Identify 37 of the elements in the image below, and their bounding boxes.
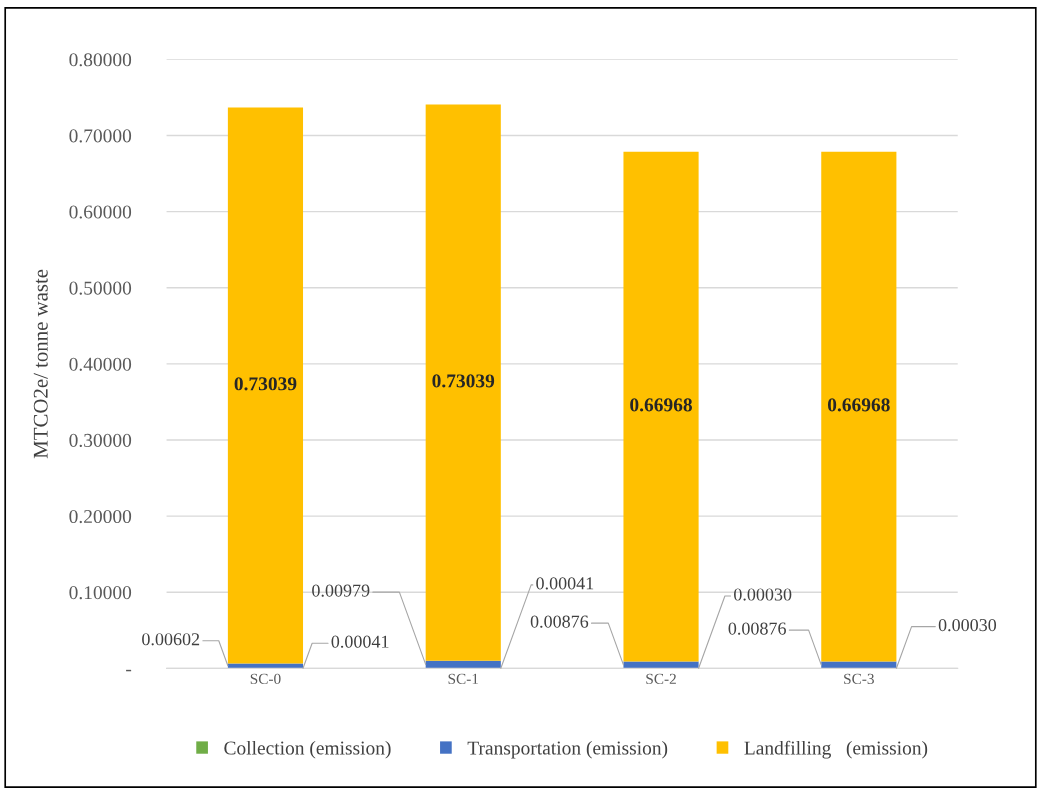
bar xyxy=(821,661,897,669)
y-tick-label: 0.80000 xyxy=(69,53,132,67)
legend-label: Transportation (emission) xyxy=(467,740,668,759)
legend-label: Collection (emission) xyxy=(224,740,391,759)
y-axis-title: MTCO2e/ tonne waste xyxy=(33,269,48,459)
data-label: 0.66968 xyxy=(827,398,890,412)
bar xyxy=(227,663,304,669)
x-tick-label: SC-2 xyxy=(646,673,676,685)
x-tick-label: SC-3 xyxy=(844,673,874,685)
data-label: 0.00041 xyxy=(331,635,389,648)
y-tick-label: - xyxy=(126,669,132,672)
y-tick-label: 0.40000 xyxy=(69,357,132,371)
y-tick-label: 0.10000 xyxy=(69,586,132,600)
data-label: 0.00030 xyxy=(734,588,792,601)
data-label: 0.73039 xyxy=(234,377,297,391)
data-label: 0.00979 xyxy=(312,584,370,597)
data-label: 0.73039 xyxy=(432,374,495,388)
y-tick-label: 0.30000 xyxy=(69,433,132,448)
bar xyxy=(623,661,699,669)
bar xyxy=(425,104,501,661)
x-tick-label: SC-0 xyxy=(250,673,281,685)
bar xyxy=(227,107,304,664)
bar xyxy=(425,660,501,669)
bar xyxy=(821,151,897,662)
y-tick-label: 0.50000 xyxy=(69,281,132,295)
data-label: 0.66968 xyxy=(630,398,692,412)
y-tick-label: 0.20000 xyxy=(69,509,132,524)
y-tick-label: 0.60000 xyxy=(69,205,132,219)
data-label: 0.00876 xyxy=(530,615,589,628)
bar xyxy=(623,151,699,662)
y-tick-label: 0.70000 xyxy=(69,129,132,143)
data-label: 0.00041 xyxy=(536,577,594,590)
x-tick-label: SC-1 xyxy=(448,673,479,685)
legend-label: Landfilling (emission) xyxy=(744,740,928,759)
data-label: 0.00876 xyxy=(728,622,786,635)
data-label: 0.00030 xyxy=(938,618,997,632)
data-label: 0.00602 xyxy=(142,633,200,646)
